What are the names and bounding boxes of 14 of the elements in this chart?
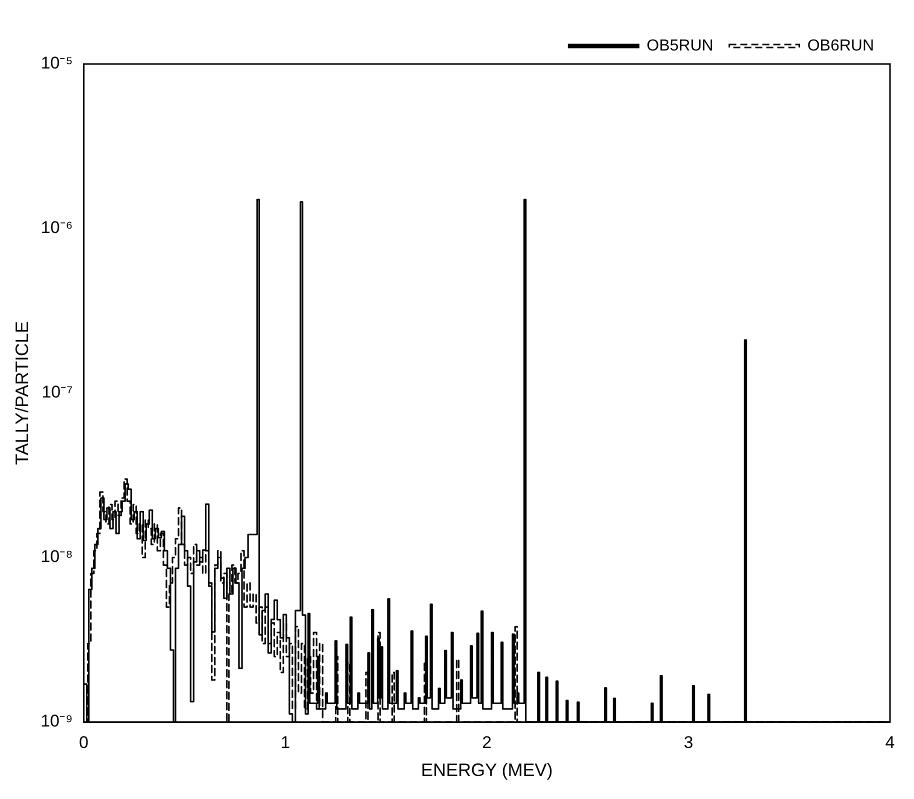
y-axis-title: TALLY/PARTICLE xyxy=(12,321,32,465)
y-tick-label: 10⁻⁶ xyxy=(40,218,73,238)
legend-label: OB6RUN xyxy=(807,37,874,54)
x-axis-title: ENERGY (MEV) xyxy=(421,760,553,780)
y-tick-label: 10⁻⁷ xyxy=(42,382,73,402)
y-tick-label: 10⁻⁵ xyxy=(40,54,73,73)
x-tick-label: 1 xyxy=(280,732,290,752)
x-tick-label: 3 xyxy=(684,732,694,752)
legend-label: OB5RUN xyxy=(646,37,714,54)
x-tick-label: 4 xyxy=(885,732,895,752)
y-tick-label: 10⁻⁸ xyxy=(40,547,73,566)
x-tick-label: 0 xyxy=(79,732,89,752)
y-tick-label: 10⁻⁹ xyxy=(40,712,73,731)
x-tick-label: 2 xyxy=(482,732,492,752)
